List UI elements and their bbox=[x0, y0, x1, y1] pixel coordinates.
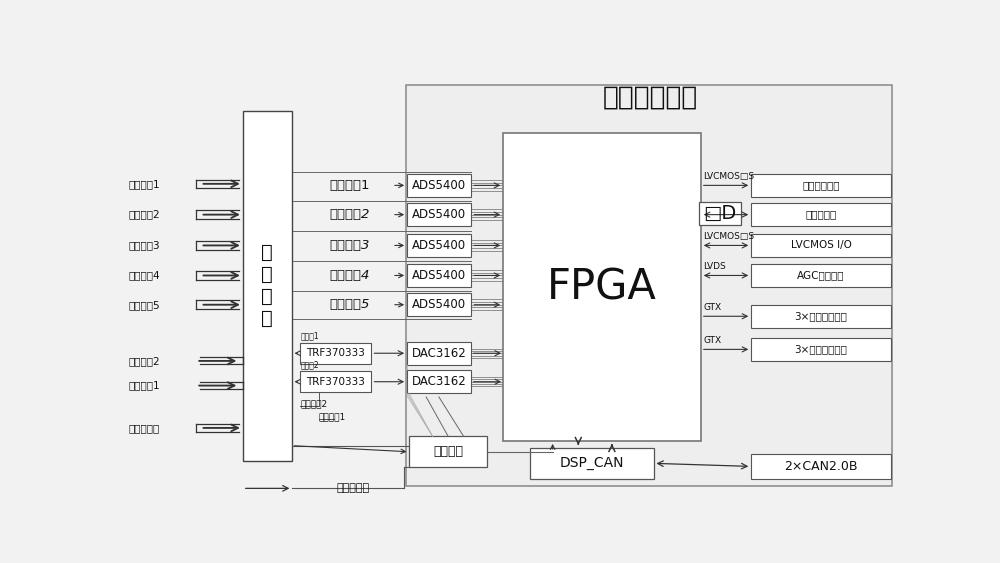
FancyBboxPatch shape bbox=[407, 174, 471, 196]
Text: 接收信道3: 接收信道3 bbox=[129, 240, 160, 251]
FancyBboxPatch shape bbox=[751, 203, 891, 226]
FancyBboxPatch shape bbox=[751, 234, 891, 257]
Text: 3×串行数据输入: 3×串行数据输入 bbox=[795, 345, 847, 354]
FancyBboxPatch shape bbox=[751, 305, 891, 328]
FancyBboxPatch shape bbox=[751, 264, 891, 287]
Text: LVCMOS□S: LVCMOS□S bbox=[703, 232, 754, 241]
Text: 接收信道5: 接收信道5 bbox=[129, 300, 160, 310]
Text: 发射信道1: 发射信道1 bbox=[129, 381, 160, 391]
Text: 接收信道4: 接收信道4 bbox=[129, 270, 160, 280]
Text: □D: □D bbox=[703, 204, 736, 224]
Text: TRF370333: TRF370333 bbox=[306, 377, 365, 387]
Text: 放大信号2: 放大信号2 bbox=[329, 208, 370, 221]
FancyBboxPatch shape bbox=[751, 338, 891, 361]
Text: 接收信道1: 接收信道1 bbox=[129, 179, 160, 189]
Text: DSP_CAN: DSP_CAN bbox=[559, 457, 624, 470]
FancyBboxPatch shape bbox=[407, 203, 471, 226]
FancyBboxPatch shape bbox=[409, 436, 487, 467]
FancyBboxPatch shape bbox=[407, 370, 471, 393]
Text: LVCMOS I/O: LVCMOS I/O bbox=[791, 240, 851, 251]
FancyBboxPatch shape bbox=[751, 454, 891, 479]
Text: 外时钟接收: 外时钟接收 bbox=[129, 423, 160, 433]
Text: 时钟同步: 时钟同步 bbox=[433, 445, 463, 458]
FancyBboxPatch shape bbox=[406, 85, 892, 486]
Text: DAC3162: DAC3162 bbox=[412, 347, 466, 360]
Text: ADS5400: ADS5400 bbox=[412, 208, 466, 221]
FancyBboxPatch shape bbox=[407, 234, 471, 257]
Text: 发射信道2: 发射信道2 bbox=[129, 356, 160, 366]
Text: 信
道
模
块: 信 道 模 块 bbox=[261, 243, 273, 328]
Text: 调制信2: 调制信2 bbox=[301, 360, 320, 369]
Text: ADS5400: ADS5400 bbox=[412, 298, 466, 311]
FancyBboxPatch shape bbox=[300, 343, 371, 364]
FancyBboxPatch shape bbox=[407, 293, 471, 316]
Text: 调制时钟1: 调制时钟1 bbox=[319, 412, 346, 421]
Text: DAC3162: DAC3162 bbox=[412, 375, 466, 388]
Text: 电源及控制: 电源及控制 bbox=[336, 484, 369, 493]
Text: 接收信道2: 接收信道2 bbox=[129, 209, 160, 220]
FancyBboxPatch shape bbox=[751, 174, 891, 197]
Text: 3×串行数据输出: 3×串行数据输出 bbox=[795, 311, 847, 321]
FancyBboxPatch shape bbox=[503, 133, 701, 441]
Text: 放大信号3: 放大信号3 bbox=[329, 239, 370, 252]
Text: 数字处理模块: 数字处理模块 bbox=[603, 84, 698, 110]
Text: LVDS: LVDS bbox=[703, 262, 726, 271]
Text: 同步串行总线: 同步串行总线 bbox=[802, 180, 840, 190]
FancyBboxPatch shape bbox=[407, 342, 471, 365]
FancyBboxPatch shape bbox=[243, 111, 292, 461]
Text: ADS5400: ADS5400 bbox=[412, 179, 466, 192]
Text: 调制时钟2: 调制时钟2 bbox=[300, 400, 327, 409]
Text: 开短路信号: 开短路信号 bbox=[805, 209, 837, 220]
Text: GTX: GTX bbox=[703, 336, 721, 345]
Text: 2×CAN2.0B: 2×CAN2.0B bbox=[784, 460, 858, 473]
Text: FPGA: FPGA bbox=[547, 266, 657, 308]
FancyBboxPatch shape bbox=[530, 448, 654, 479]
Text: TRF370333: TRF370333 bbox=[306, 348, 365, 358]
Text: AGC控制接口: AGC控制接口 bbox=[797, 270, 845, 280]
Text: 放大信号4: 放大信号4 bbox=[329, 269, 370, 282]
FancyBboxPatch shape bbox=[300, 372, 371, 392]
Text: 调制信1: 调制信1 bbox=[301, 332, 320, 341]
Text: GTX: GTX bbox=[703, 303, 721, 312]
Text: 放大信号5: 放大信号5 bbox=[329, 298, 370, 311]
Text: 放大信号1: 放大信号1 bbox=[329, 179, 370, 192]
FancyBboxPatch shape bbox=[407, 264, 471, 287]
Text: ADS5400: ADS5400 bbox=[412, 239, 466, 252]
Text: ADS5400: ADS5400 bbox=[412, 269, 466, 282]
Text: LVCMOS□S: LVCMOS□S bbox=[703, 172, 754, 181]
FancyBboxPatch shape bbox=[698, 202, 741, 225]
